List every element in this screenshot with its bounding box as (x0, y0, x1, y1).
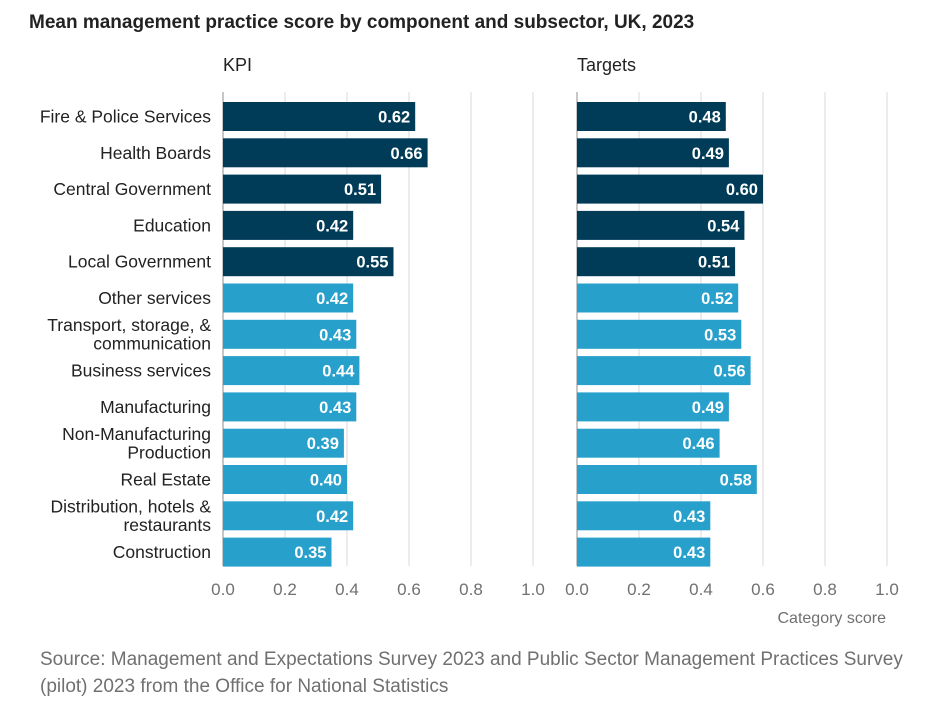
x-axis-title: Category score (778, 610, 887, 627)
bar (223, 428, 344, 458)
data-label: 0.49 (692, 145, 724, 163)
x-tick-label: 1.0 (521, 580, 545, 599)
category-label-non-manufacturing-production: Non-Manufacturing Production (62, 424, 211, 463)
data-label: 0.35 (294, 544, 326, 562)
bar (223, 501, 354, 531)
bar (223, 247, 394, 277)
bar (577, 247, 736, 277)
bar (577, 319, 742, 349)
x-tick-label: 0.0 (211, 580, 235, 599)
data-label: 0.66 (390, 145, 422, 163)
bar (577, 465, 757, 494)
data-label: 0.43 (673, 544, 705, 562)
bar (223, 356, 360, 386)
bar (577, 174, 763, 204)
category-label-business-services: Business services (71, 361, 211, 381)
x-tick-label: 0.4 (689, 580, 713, 599)
data-label: 0.55 (356, 254, 388, 272)
bar (577, 210, 745, 240)
bar (223, 283, 354, 313)
data-label: 0.58 (720, 472, 752, 490)
bar (577, 501, 711, 531)
category-labels: Fire & Police Services Health Boards Centr… (40, 107, 211, 563)
data-label: 0.43 (319, 326, 351, 344)
category-label-other-services: Other services (98, 288, 211, 308)
data-label: 0.39 (307, 435, 339, 453)
category-label-fire-police-services: Fire & Police Services (40, 107, 211, 127)
category-label-education: Education (133, 215, 211, 235)
x-tick-label: 0.2 (627, 580, 651, 599)
bar (223, 102, 416, 131)
bar (577, 356, 751, 386)
x-tick-label: 0.2 (273, 580, 297, 599)
category-label-construction: Construction (113, 542, 211, 562)
bar (223, 537, 332, 567)
panel-kpi: KPI 0.0 0.2 0.4 0.6 0.8 1.0 0.62 0.66 0.51 0.42 0.5… (211, 55, 545, 599)
bar (223, 319, 357, 349)
data-label: 0.52 (701, 290, 733, 308)
data-label: 0.54 (707, 217, 740, 235)
data-label: 0.62 (378, 109, 410, 127)
category-label-real-estate: Real Estate (121, 470, 211, 490)
category-label-transport-storage-communication: Transport, storage, & communication (47, 315, 211, 354)
data-label: 0.51 (344, 181, 376, 199)
x-tick-label: 0.4 (335, 580, 359, 599)
category-label-distribution-hotels-restaurants: Distribution, hotels & restaurants (51, 497, 212, 536)
bar (223, 210, 354, 240)
bar-chart: Fire & Police Services Health Boards Centr… (40, 55, 899, 627)
x-tick-label: 0.0 (565, 580, 589, 599)
data-label: 0.60 (726, 181, 758, 199)
bar (223, 465, 347, 494)
x-tick-label: 0.6 (397, 580, 421, 599)
data-label: 0.43 (673, 508, 705, 526)
x-tick-label: 0.8 (459, 580, 483, 599)
bar (577, 283, 739, 313)
bar (223, 392, 357, 422)
data-label: 0.42 (316, 508, 348, 526)
x-tick-label: 0.8 (813, 580, 837, 599)
data-label: 0.43 (319, 399, 351, 417)
data-label: 0.42 (316, 290, 348, 308)
category-label-health-boards: Health Boards (100, 143, 211, 163)
bar (223, 138, 428, 168)
category-label-local-government: Local Government (68, 252, 211, 272)
data-label: 0.40 (310, 472, 342, 490)
data-label: 0.49 (692, 399, 724, 417)
data-label: 0.44 (322, 363, 355, 381)
bar (577, 537, 711, 567)
data-label: 0.42 (316, 217, 348, 235)
x-tick-label: 0.6 (751, 580, 775, 599)
bar (577, 392, 729, 422)
chart-title: Mean management practice score by compon… (29, 12, 695, 33)
panel-title-targets: Targets (577, 55, 636, 75)
bar (577, 138, 729, 168)
data-label: 0.56 (713, 363, 745, 381)
data-label: 0.51 (698, 254, 730, 272)
panel-title-kpi: KPI (223, 55, 252, 75)
bar (223, 174, 382, 204)
source-note: Source: Management and Expectations Surv… (40, 649, 903, 697)
x-tick-label: 1.0 (875, 580, 899, 599)
data-label: 0.48 (689, 109, 721, 127)
data-label: 0.53 (704, 326, 736, 344)
data-label: 0.46 (682, 435, 714, 453)
category-label-central-government: Central Government (53, 179, 211, 199)
category-label-manufacturing: Manufacturing (100, 397, 211, 417)
bar (577, 428, 720, 458)
bar (577, 102, 726, 131)
